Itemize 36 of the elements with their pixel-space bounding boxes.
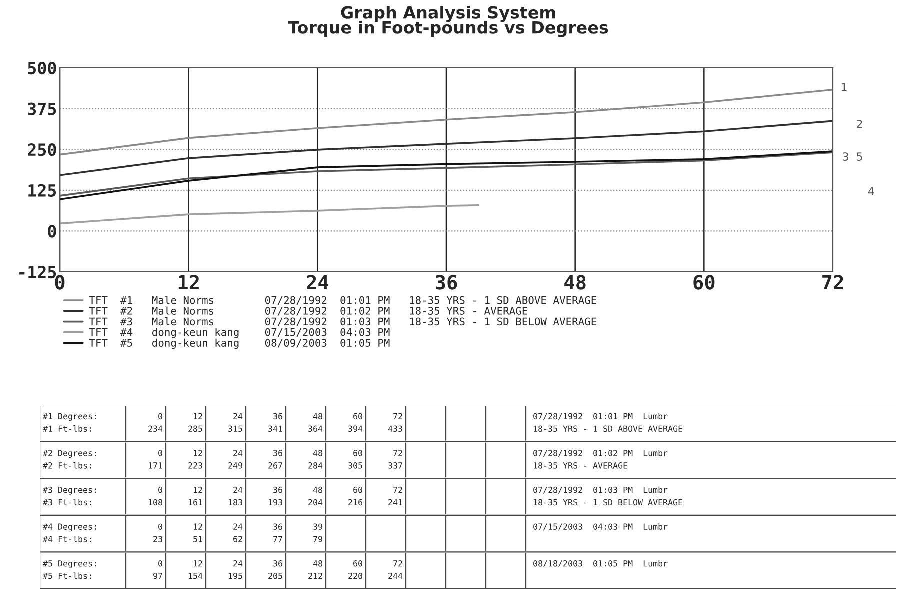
legend-label: TFT #5 dong-keun kang 08/09/2003 01:05 PM <box>89 338 390 350</box>
text: #2 Ft-lbs: 171 223 249 267 284 305 337 18-35 YRS - AVERAGE <box>43 462 628 469</box>
y-tick-label: 250 <box>28 144 56 156</box>
x-tick-label: 48 <box>564 275 586 290</box>
text: #4 Degrees: 0 12 24 36 39 07/15/2003 04:03 PM Lumbr <box>43 524 668 532</box>
text: #2 Degrees: 0 12 24 36 48 60 72 07/28/1992 01:02 PM Lumbr <box>43 450 668 458</box>
text: #1 Ft-lbs: 234 285 315 341 364 394 433 18-35 YRS - 1 SD ABOVE AVERAGE <box>43 426 683 432</box>
text: 2 <box>857 120 862 128</box>
line-series <box>60 120 833 176</box>
y-tick-label: 375 <box>28 102 56 116</box>
text: 4 <box>868 187 874 196</box>
x-tick-label: 24 <box>307 275 328 290</box>
y-tick-label: 0 <box>48 225 56 238</box>
chart-title: Graph Analysis System Torque in Foot-pounds vs Degrees <box>288 6 608 38</box>
legend-label: TFT #4 dong-keun kang 07/15/2003 04:03 PM <box>89 328 390 338</box>
text: #4 Ft-lbs: 23 51 62 77 79 <box>43 536 322 542</box>
line-series <box>60 204 480 225</box>
x-tick-label: 72 <box>822 275 844 290</box>
text: 1 <box>842 83 847 92</box>
text: #3 Degrees: 0 12 24 36 48 60 72 07/28/1992 01:03 PM Lumbr <box>43 486 668 495</box>
text: #5 Degrees: 0 12 24 36 48 60 72 08/18/2003 01:05 PM Lumbr <box>43 560 668 568</box>
text: #5 Ft-lbs: 97 154 195 205 212 220 244 <box>43 572 403 580</box>
legend-label: TFT #3 Male Norms 07/28/1992 01:03 PM 18-35 YRS - 1 SD BELOW AVERAGE <box>89 317 596 326</box>
legend-label: TFT #1 Male Norms 07/28/1992 01:01 PM 18-35 YRS - 1 SD ABOVE AVERAGE <box>89 296 596 306</box>
text: #3 Ft-lbs: 108 161 183 193 204 216 241 18-35 YRS - 1 SD BELOW AVERAGE <box>43 499 683 506</box>
y-tick-label: 125 <box>28 184 56 197</box>
x-tick-label: 36 <box>436 275 458 290</box>
text: #1 Degrees: 0 12 24 36 48 60 72 07/28/1992 01:01 PM Lumbr <box>43 413 668 422</box>
x-tick-label: 12 <box>178 275 199 290</box>
line-series <box>60 88 833 156</box>
text: 3 <box>843 152 848 161</box>
legend-label: TFT #2 Male Norms 07/28/1992 01:02 PM 18-35 YRS - AVERAGE <box>89 306 528 316</box>
y-tick-label: -125 <box>20 266 56 279</box>
text: 5 <box>857 152 862 161</box>
x-tick-label: 60 <box>694 275 715 290</box>
y-tick-label: 500 <box>28 62 56 75</box>
